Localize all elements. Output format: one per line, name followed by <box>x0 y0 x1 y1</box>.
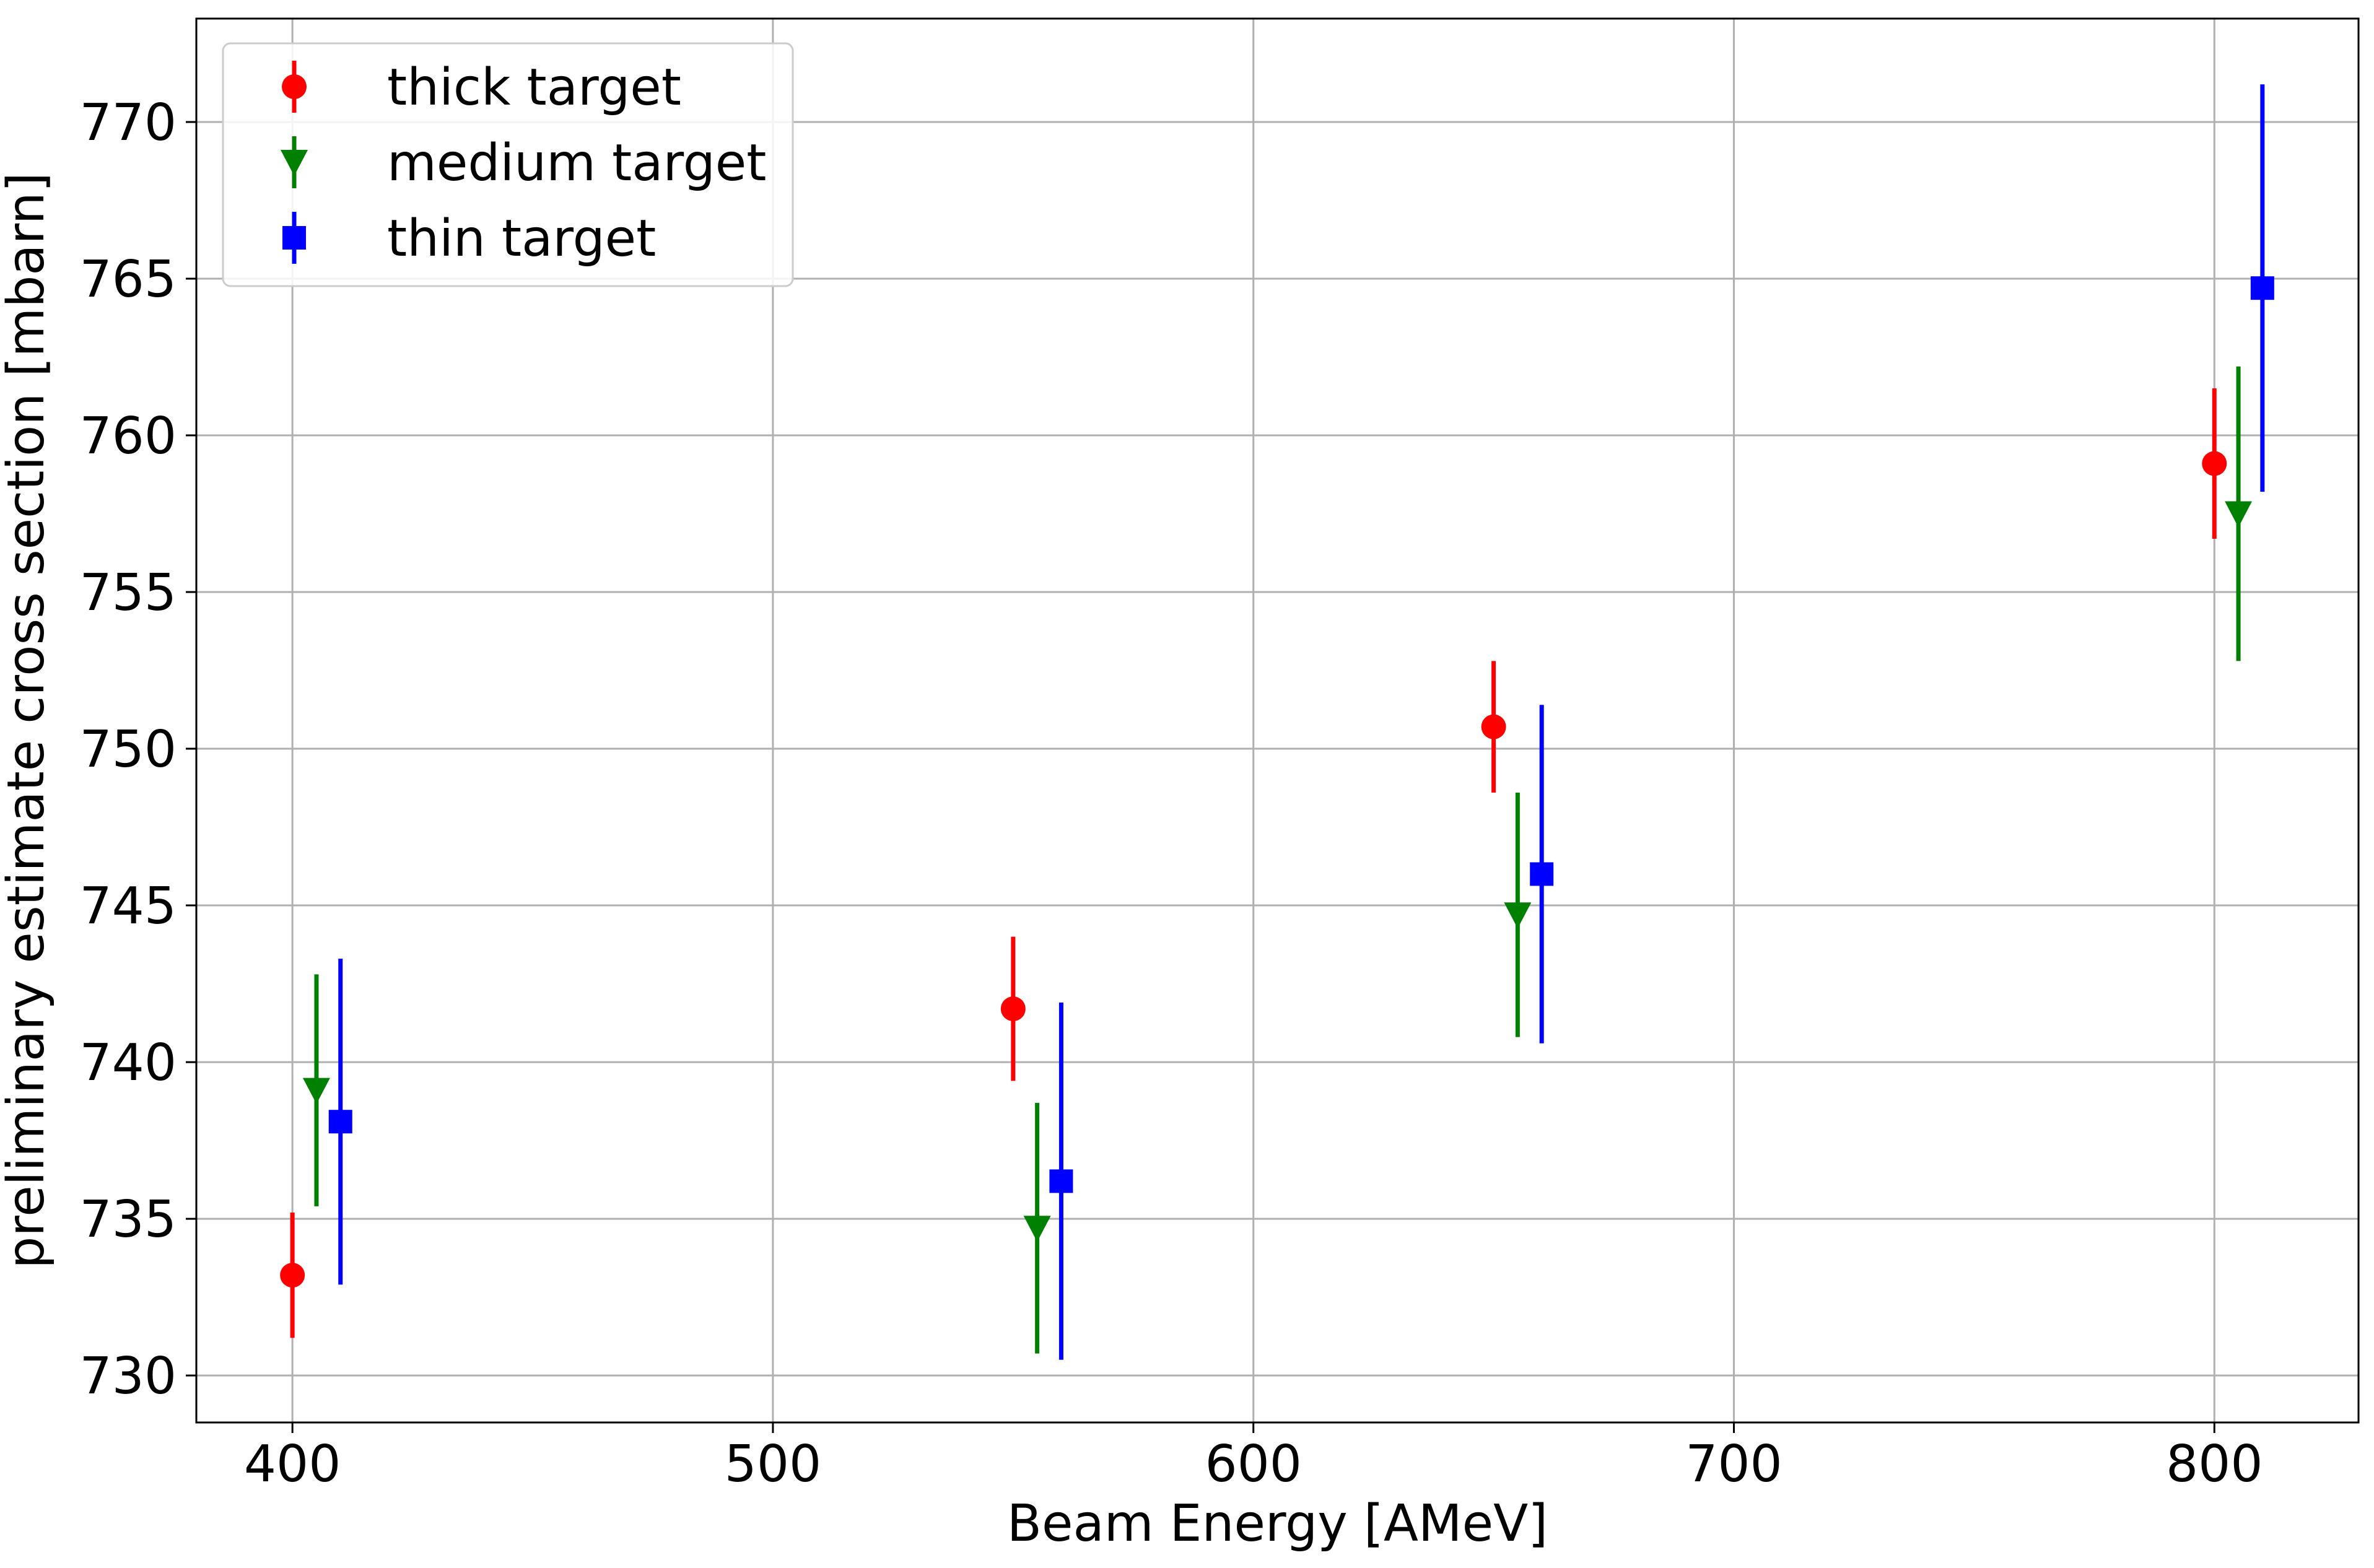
data-point <box>1530 862 1554 886</box>
data-point <box>1049 1169 1073 1193</box>
data-point <box>1481 714 1506 739</box>
x-axis-label: Beam Energy [AMeV] <box>1007 1494 1548 1553</box>
y-tick-label: 750 <box>79 720 177 779</box>
data-point <box>280 1263 305 1288</box>
legend-marker <box>282 226 306 250</box>
x-tick-label: 400 <box>244 1435 341 1494</box>
data-point <box>2202 451 2227 476</box>
legend-marker <box>281 150 308 176</box>
data-point <box>328 1110 352 1134</box>
y-tick-label: 755 <box>79 564 177 622</box>
data-point <box>302 1078 330 1104</box>
series-thick-target <box>280 388 2227 1338</box>
data-point <box>2225 501 2253 528</box>
y-tick-label: 770 <box>79 94 177 152</box>
plot-area-frame <box>195 17 2360 1424</box>
data-point <box>2250 276 2274 300</box>
data-point <box>1504 902 1532 929</box>
y-tick-label: 730 <box>79 1347 177 1406</box>
x-tick-label: 600 <box>1205 1435 1302 1494</box>
series-medium-target <box>302 366 2253 1354</box>
y-tick-label: 745 <box>79 877 177 936</box>
x-tick-label: 500 <box>725 1435 822 1494</box>
y-axis-label: preliminary estimate cross section [mbar… <box>0 172 56 1269</box>
legend-box <box>222 42 794 287</box>
x-tick-label: 700 <box>1685 1435 1783 1494</box>
data-point <box>1000 996 1026 1022</box>
series-thin-target <box>328 84 2274 1360</box>
x-tick-label: 800 <box>2166 1435 2263 1494</box>
legend-label: medium target <box>387 134 766 193</box>
legend-label: thin target <box>387 209 656 268</box>
data-point <box>1023 1216 1051 1242</box>
y-tick-label: 740 <box>79 1034 177 1092</box>
legend-label: thick target <box>387 58 681 117</box>
y-tick-label: 735 <box>79 1190 177 1249</box>
legend-marker <box>282 74 307 99</box>
grid-layer <box>196 19 2359 1422</box>
legend: thick target medium target thin target <box>222 42 794 287</box>
y-tick-label: 760 <box>79 407 177 466</box>
y-tick-label: 765 <box>79 250 177 309</box>
data-layer <box>280 84 2274 1360</box>
tick-layer: 400 500 600 700 800 730 735 740 745 750 755 760 765 7… <box>79 94 2263 1494</box>
